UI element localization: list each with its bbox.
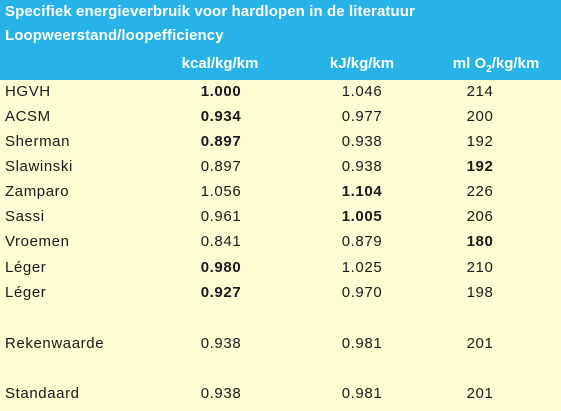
o2-value: 226 (466, 183, 494, 200)
table-row: Léger 0.980 1.025 210 (0, 259, 561, 283)
column-header-o2-suffix: /kg/km (491, 55, 540, 72)
kcal-value: 0.927 (200, 284, 242, 301)
o2-value: 200 (466, 108, 494, 125)
kcal-value: 0.938 (200, 335, 242, 352)
row-name: Léger (5, 284, 47, 301)
kj-value: 0.977 (341, 108, 383, 125)
row-name: Slawinski (5, 158, 73, 175)
column-header-kj: kJ/kg/km (329, 55, 395, 72)
kj-value: 0.970 (341, 284, 383, 301)
o2-value: 210 (466, 259, 494, 276)
kcal-value: 0.961 (200, 208, 242, 225)
kj-value: 0.938 (341, 133, 383, 150)
o2-value: 214 (466, 83, 494, 100)
o2-value: 192 (466, 133, 494, 150)
kcal-value: 0.897 (200, 133, 242, 150)
kcal-value: 0.841 (200, 233, 242, 250)
row-name: Sassi (5, 208, 45, 225)
row-name: ACSM (5, 108, 51, 125)
summary-row-standaard: Standaard 0.938 0.981 201 (0, 385, 561, 409)
kj-value: 1.025 (341, 259, 383, 276)
column-header-o2: ml O2/kg/km (436, 55, 556, 75)
kj-value: 0.879 (341, 233, 383, 250)
summary-row-rekenwaarde: Rekenwaarde 0.938 0.981 201 (0, 335, 561, 359)
kj-value: 1.046 (341, 83, 383, 100)
kcal-value: 0.938 (200, 385, 242, 402)
row-name: Sherman (5, 133, 71, 150)
kj-value: 0.981 (341, 385, 383, 402)
table-row: HGVH 1.000 1.046 214 (0, 83, 561, 107)
o2-value: 206 (466, 208, 494, 225)
table-subtitle: Loopweerstand/loopefficiency (5, 27, 224, 44)
row-name: Léger (5, 259, 47, 276)
kj-value: 0.938 (341, 158, 383, 175)
o2-value: 201 (466, 385, 494, 402)
table-row: Zamparo 1.056 1.104 226 (0, 183, 561, 207)
o2-value: 192 (466, 158, 494, 175)
row-name: Rekenwaarde (5, 335, 105, 352)
table-row: Sassi 0.961 1.005 206 (0, 208, 561, 232)
kj-value: 0.981 (341, 335, 383, 352)
table-row: Sherman 0.897 0.938 192 (0, 133, 561, 157)
table-row: Vroemen 0.841 0.879 180 (0, 233, 561, 257)
row-name: Vroemen (5, 233, 70, 250)
kcal-value: 0.897 (200, 158, 242, 175)
table-row: Léger 0.927 0.970 198 (0, 284, 561, 308)
kcal-value: 0.980 (200, 259, 242, 276)
kj-value: 1.005 (341, 208, 383, 225)
row-name: Zamparo (5, 183, 70, 200)
column-header-kcal: kcal/kg/km (181, 55, 259, 72)
column-header-o2-subscript: 2 (486, 64, 492, 75)
table-title: Specifiek energieverbruik voor hardlopen… (5, 3, 415, 20)
column-header-o2-prefix: ml O (452, 55, 487, 72)
o2-value: 201 (466, 335, 494, 352)
o2-value: 180 (466, 233, 494, 250)
table-row: ACSM 0.934 0.977 200 (0, 108, 561, 132)
row-name: HGVH (5, 83, 51, 100)
kcal-value: 1.000 (200, 83, 242, 100)
kcal-value: 1.056 (200, 183, 242, 200)
o2-value: 198 (466, 284, 494, 301)
row-name: Standaard (5, 385, 80, 402)
kj-value: 1.104 (341, 183, 383, 200)
kcal-value: 0.934 (200, 108, 242, 125)
table-header: Specifiek energieverbruik voor hardlopen… (0, 0, 561, 80)
table-row: Slawinski 0.897 0.938 192 (0, 158, 561, 182)
